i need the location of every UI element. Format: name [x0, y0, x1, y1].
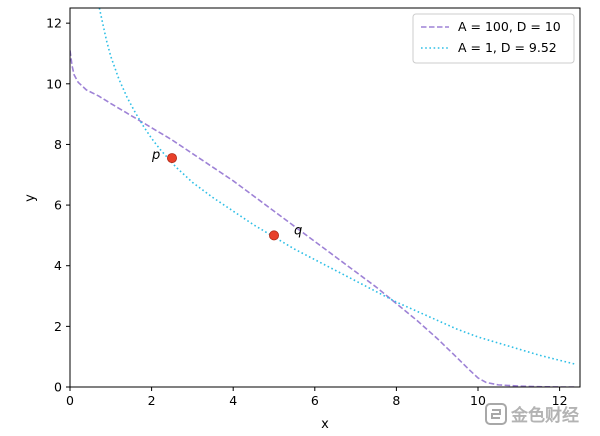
series-layer	[70, 8, 577, 387]
x-tick-label: 2	[148, 393, 156, 408]
legend: A = 100, D = 10 A = 1, D = 9.52	[412, 13, 575, 64]
x-tick-label: 0	[66, 393, 74, 408]
x-tick-label: 6	[311, 393, 319, 408]
watermark-logo-icon	[485, 403, 507, 425]
point-label-p: p	[151, 148, 160, 163]
points-layer: pq	[151, 148, 302, 241]
series-line-1	[70, 50, 576, 387]
legend-entry-2: A = 1, D = 9.52	[458, 40, 557, 55]
x-tick-label: 10	[470, 393, 486, 408]
y-tick-label: 4	[54, 258, 62, 273]
x-tick-label: 8	[392, 393, 400, 408]
point-q	[268, 230, 279, 241]
x-tick-label: 4	[229, 393, 237, 408]
point-p	[166, 153, 177, 164]
plot-frame	[69, 7, 581, 388]
x-tick-label: 12	[552, 393, 568, 408]
y-axis: 0 2 4 6 8 10 12	[46, 16, 70, 395]
y-tick-label: 0	[54, 380, 62, 395]
y-tick-label: 2	[54, 319, 62, 334]
y-axis-label: y	[23, 194, 38, 202]
legend-entry-1: A = 100, D = 10	[458, 19, 561, 34]
x-axis-label: x	[321, 417, 329, 432]
y-tick-label: 12	[46, 16, 62, 31]
y-tick-label: 6	[54, 198, 62, 213]
legend-box	[412, 13, 575, 64]
y-tick-label: 8	[54, 137, 62, 152]
point-label-q: q	[294, 223, 302, 238]
y-tick-label: 10	[46, 76, 62, 91]
x-axis: 0 2 4 6 8 10 12	[66, 387, 568, 408]
watermark-text: 金色财经	[510, 405, 579, 426]
watermark: 金色财经	[485, 403, 579, 426]
